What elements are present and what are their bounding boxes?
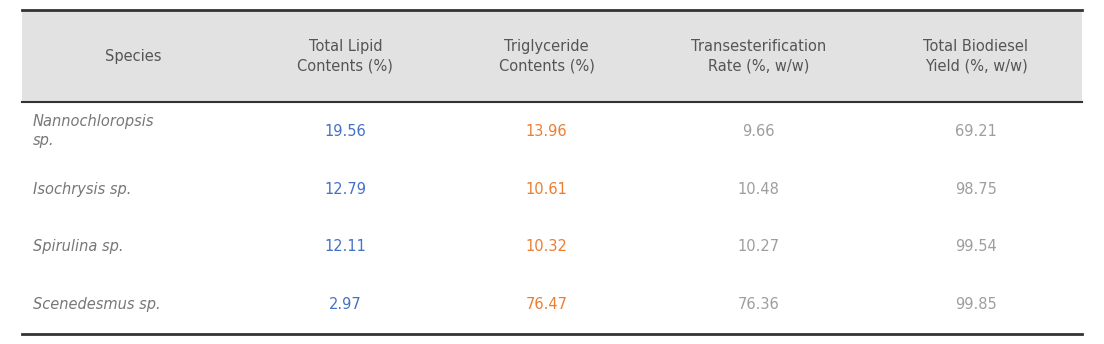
Text: Total Lipid
Contents (%): Total Lipid Contents (%) — [297, 39, 393, 74]
Text: 69.21: 69.21 — [955, 124, 997, 139]
Text: Spirulina sp.: Spirulina sp. — [33, 239, 124, 255]
Bar — [22, 10, 1082, 103]
Text: 12.11: 12.11 — [325, 239, 367, 255]
Text: Total Biodiesel
Yield (%, w/w): Total Biodiesel Yield (%, w/w) — [923, 39, 1029, 74]
Text: Scenedesmus sp.: Scenedesmus sp. — [33, 297, 160, 312]
Text: Species: Species — [105, 49, 161, 64]
Text: 10.61: 10.61 — [526, 182, 567, 197]
Text: Nannochloropsis
sp.: Nannochloropsis sp. — [33, 114, 155, 149]
Text: 99.54: 99.54 — [955, 239, 997, 255]
Text: Triglyceride
Contents (%): Triglyceride Contents (%) — [499, 39, 595, 74]
Text: 76.47: 76.47 — [526, 297, 567, 312]
Text: 2.97: 2.97 — [329, 297, 362, 312]
Text: 10.48: 10.48 — [737, 182, 779, 197]
Text: 9.66: 9.66 — [742, 124, 775, 139]
Text: 99.85: 99.85 — [955, 297, 997, 312]
Text: 12.79: 12.79 — [325, 182, 367, 197]
Text: 13.96: 13.96 — [526, 124, 567, 139]
Text: Isochrysis sp.: Isochrysis sp. — [33, 182, 131, 197]
Text: 10.27: 10.27 — [737, 239, 779, 255]
Text: Transesterification
Rate (%, w/w): Transesterification Rate (%, w/w) — [691, 39, 826, 74]
Text: 76.36: 76.36 — [737, 297, 779, 312]
Text: 19.56: 19.56 — [325, 124, 367, 139]
Text: 10.32: 10.32 — [526, 239, 567, 255]
Text: 98.75: 98.75 — [955, 182, 997, 197]
